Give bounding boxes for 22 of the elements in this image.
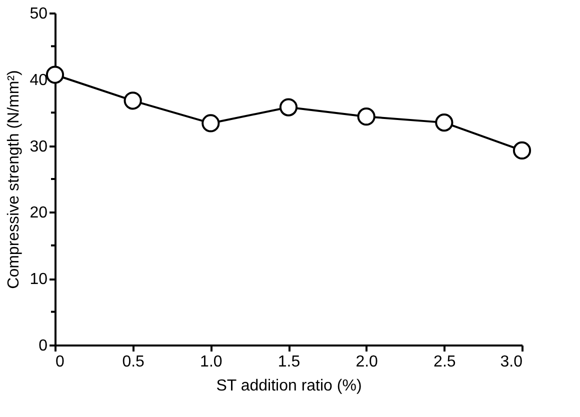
x-tick-label: 1.5 — [278, 354, 300, 370]
point — [279, 98, 298, 116]
x-tick-label: 0 — [56, 354, 64, 370]
point — [202, 114, 220, 132]
point — [357, 108, 376, 126]
point — [435, 114, 454, 132]
x-axis-title: ST addition ratio (%) — [216, 378, 362, 394]
y-tick-label: 0 — [38, 338, 48, 354]
x-tick-label: 0.5 — [122, 354, 145, 370]
point — [124, 92, 142, 110]
point — [46, 66, 64, 84]
x-tick-label: 2.0 — [356, 354, 378, 370]
x-tick-label: 1.0 — [200, 354, 222, 370]
y-axis-title: Compressive strength (N/mm²) — [6, 70, 23, 289]
x-tick-label: 2.5 — [434, 354, 456, 370]
y-tick-label: 50 — [30, 6, 48, 22]
y-tick-label: 10 — [30, 271, 48, 288]
y-tick-label: 20 — [30, 204, 48, 222]
point — [512, 141, 532, 160]
y-tick-label: 40 — [30, 72, 48, 89]
x-tick-label: 3.0 — [500, 354, 523, 370]
y-tick-label: 30 — [30, 138, 48, 156]
